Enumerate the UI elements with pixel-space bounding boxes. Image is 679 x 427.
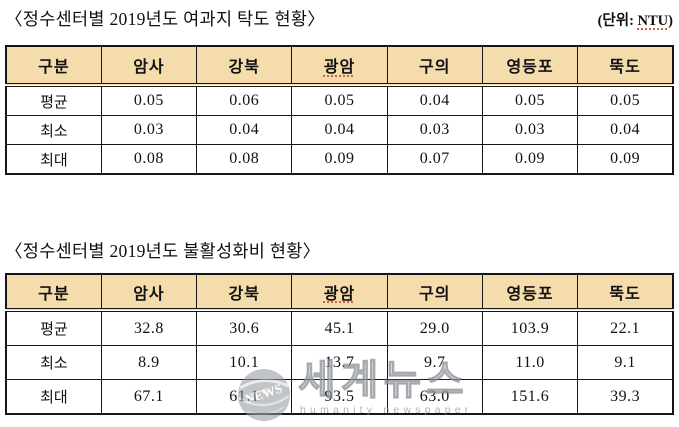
table-cell: 0.04: [291, 115, 388, 145]
table-cell: 0.08: [196, 144, 292, 174]
table-cell: 103.9: [481, 310, 578, 346]
table-cell: 0.05: [481, 85, 578, 116]
table1-title: 〈정수센터별 2019년도 여과지 탁도 현황〉: [5, 9, 326, 29]
inactivation-table: 구분 암사 강북 광암 구의 영등포 뚝도 평균 32.8 30.6 45.1 …: [5, 273, 674, 415]
table1-title-row: 〈정수센터별 2019년도 여과지 탁도 현황〉 (단위: NTU): [5, 6, 673, 31]
table-row: 최소 8.9 10.1 13.7 9.7 11.0 9.1: [6, 345, 673, 380]
table-cell: 93.5: [291, 379, 388, 414]
column-header: 영등포: [481, 46, 578, 87]
table-cell: 151.6: [481, 379, 578, 414]
table-cell: 0.06: [196, 85, 292, 116]
column-header: 구분: [6, 46, 102, 87]
column-header: 뚝도: [577, 46, 673, 87]
table-cell: 0.03: [481, 115, 578, 145]
table-cell: 0.09: [481, 144, 578, 174]
table-cell: 0.04: [386, 85, 483, 116]
row-label: 최대: [6, 379, 102, 414]
column-header: 영등포: [481, 274, 578, 312]
table-cell: 67.1: [100, 379, 197, 414]
table-cell: 45.1: [291, 310, 388, 346]
table-cell: 10.1: [196, 345, 292, 380]
row-label: 평균: [40, 94, 68, 111]
table-cell: 0.08: [100, 144, 197, 174]
header-row: 구분 암사 강북 광암 구의 영등포 뚝도: [6, 46, 673, 87]
column-header: 광암: [291, 46, 388, 87]
row-label: 최소: [6, 115, 102, 145]
column-header: 암사: [100, 274, 197, 312]
row-label: 평균: [40, 322, 68, 338]
unit-suffix: ): [668, 13, 673, 29]
column-header: 구분: [6, 274, 102, 312]
unit-value: NTU: [637, 13, 669, 29]
table-cell: 0.05: [577, 85, 673, 116]
column-header: 뚝도: [577, 274, 673, 312]
row-label: 최대: [6, 144, 102, 174]
table-cell: 61.1: [196, 379, 292, 414]
table-row: 평균 32.8 30.6 45.1 29.0 103.9 22.1: [6, 310, 673, 346]
turbidity-table: 구분 암사 강북 광암 구의 영등포 뚝도 평균 0.05 0.06 0.05 …: [5, 45, 674, 175]
row-label: 최소: [6, 345, 102, 380]
table-cell: 22.1: [577, 310, 673, 346]
column-header: 암사: [100, 46, 197, 87]
table-cell: 0.05: [291, 85, 388, 116]
column-header: 광암: [291, 274, 388, 312]
table-cell: 0.03: [386, 115, 483, 145]
unit-prefix: (단위:: [597, 13, 638, 29]
column-header: 강북: [196, 46, 292, 87]
table-cell: 0.05: [100, 85, 197, 116]
table-cell: 32.8: [100, 310, 197, 346]
table-cell: 0.07: [386, 144, 483, 174]
column-header: 구의: [386, 46, 483, 87]
table-cell: 0.04: [196, 115, 292, 145]
table-cell: 0.04: [577, 115, 673, 145]
column-header: 강북: [196, 274, 292, 312]
table-cell: 11.0: [481, 345, 578, 380]
unit-label: (단위: NTU): [598, 9, 673, 30]
table-row: 최소 0.03 0.04 0.04 0.03 0.03 0.04: [6, 115, 673, 145]
table-cell: 63.0: [386, 379, 483, 414]
header-row: 구분 암사 강북 광암 구의 영등포 뚝도: [6, 274, 673, 312]
table-row: 최대 67.1 61.1 93.5 63.0 151.6 39.3: [6, 379, 673, 414]
table-cell: 13.7: [291, 345, 388, 380]
table-cell: 29.0: [386, 310, 483, 346]
table-row: 최대 0.08 0.08 0.09 0.07 0.09 0.09: [6, 144, 673, 174]
table-cell: 9.1: [577, 345, 673, 380]
table-cell: 0.09: [577, 144, 673, 174]
table-cell: 0.09: [291, 144, 388, 174]
column-header: 구의: [386, 274, 483, 312]
table-cell: 9.7: [386, 345, 483, 380]
table-cell: 39.3: [577, 379, 673, 414]
table2-title: 〈정수센터별 2019년도 불활성화비 현황〉: [5, 241, 321, 261]
table-row: 평균 0.05 0.06 0.05 0.04 0.05 0.05: [6, 85, 673, 116]
table-cell: 0.03: [100, 115, 197, 145]
table-cell: 30.6: [196, 310, 292, 346]
table-cell: 8.9: [100, 345, 197, 380]
